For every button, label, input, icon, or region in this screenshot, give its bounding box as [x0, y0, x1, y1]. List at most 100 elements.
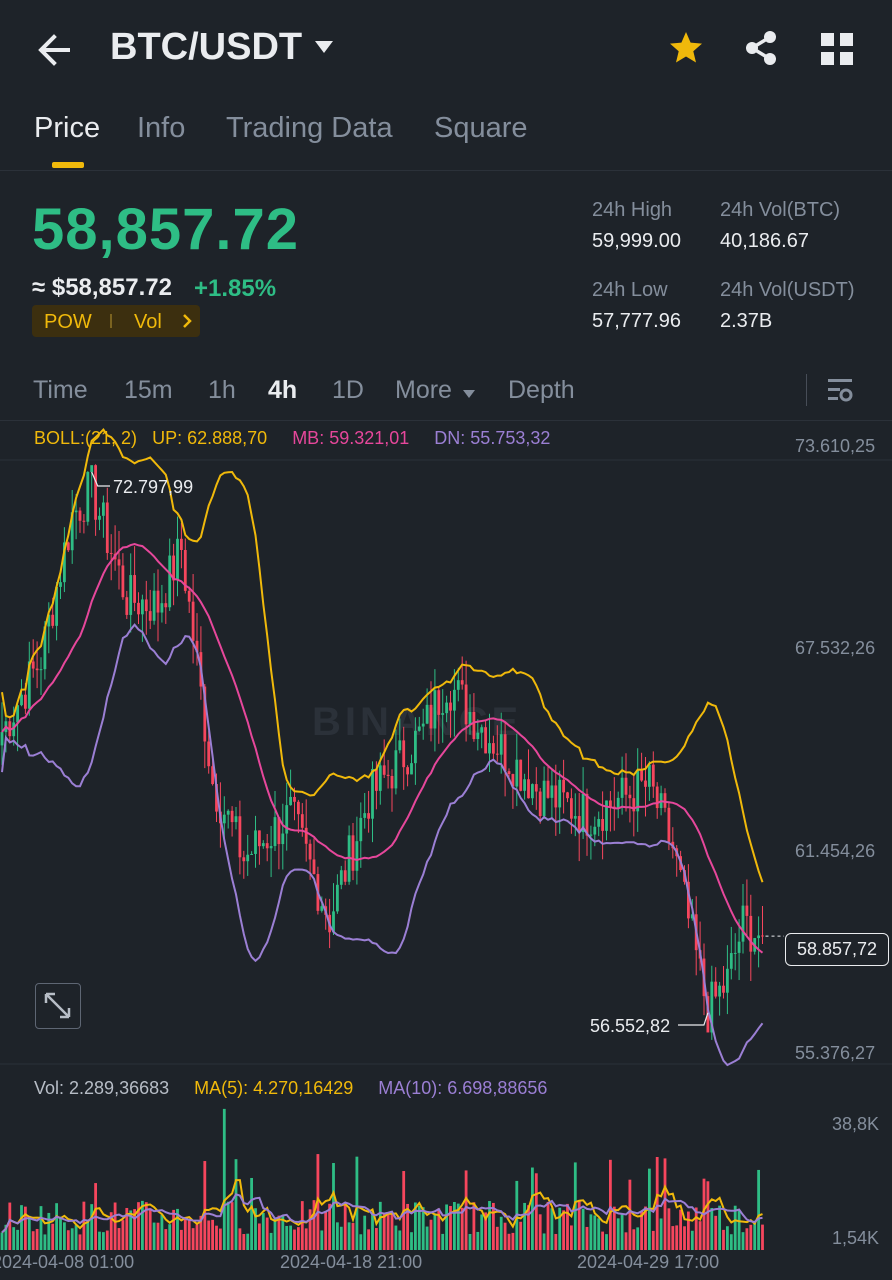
candle-up [20, 694, 23, 706]
volume-bar [745, 1228, 749, 1250]
price-change-percent: +1.85% [194, 275, 277, 302]
candle-up [12, 722, 16, 737]
volume-bar [601, 1231, 604, 1250]
candle-down [121, 565, 125, 598]
stat-vol-base-value: 40,186.67 [720, 230, 809, 252]
candle-up [456, 680, 460, 690]
caret-down-icon[interactable] [462, 386, 476, 398]
tab-info[interactable]: Info [137, 112, 186, 144]
volume-bar [35, 1228, 39, 1250]
tab-square[interactable]: Square [434, 112, 528, 144]
share-icon [746, 31, 776, 65]
chevron-right-icon[interactable] [182, 314, 192, 328]
candle-down [164, 603, 168, 608]
boll-up-line [1, 428, 764, 883]
tag-bar[interactable] [32, 305, 200, 337]
volume-bar [729, 1234, 733, 1250]
volume-bar [616, 1218, 620, 1250]
candles [0, 464, 764, 1040]
tag-pow[interactable]: POW [44, 311, 92, 333]
volume-bar [726, 1226, 729, 1250]
caret-down-icon[interactable] [314, 40, 334, 54]
star-icon [670, 32, 702, 63]
tab-price[interactable]: Price [34, 112, 101, 144]
candle-down [722, 985, 725, 993]
y-tick: 73.610,25 [795, 436, 876, 456]
candle-down [343, 870, 347, 882]
candle-down [51, 614, 55, 626]
volume-bar [687, 1211, 690, 1250]
volume-bar [269, 1232, 273, 1250]
fullscreen-button[interactable] [35, 983, 81, 1029]
stat-high-label: 24h High [592, 199, 673, 221]
chart-settings-button[interactable] [826, 376, 854, 404]
volume-bar [43, 1234, 47, 1250]
volume-bar [258, 1223, 261, 1250]
volume-bar [215, 1225, 218, 1250]
candle-down [211, 766, 214, 785]
candle-up [336, 884, 339, 912]
volume-bar [70, 1228, 74, 1250]
volume-bar [659, 1218, 663, 1250]
volume-legend: Vol: 2.289,36683 MA(5): 4.270,16429 MA(1… [34, 1078, 547, 1099]
candle-down [297, 801, 300, 815]
pair-title[interactable]: BTC/USDT [110, 26, 303, 68]
candle-up [160, 603, 164, 613]
volume-bar [308, 1209, 312, 1250]
candle-down [187, 590, 191, 602]
candle-down [277, 817, 281, 845]
volume-bar [488, 1201, 491, 1250]
interval-15m[interactable]: 15m [124, 376, 173, 404]
volume-bar [12, 1227, 16, 1250]
candle-up [355, 841, 359, 871]
volume-bar [86, 1220, 90, 1250]
volume-bar [289, 1225, 292, 1250]
volume-bar [453, 1201, 456, 1250]
candle-down [472, 711, 476, 740]
candle-up [55, 586, 58, 626]
candle-down [183, 550, 187, 591]
volume-bar [8, 1202, 12, 1250]
volume-bar [480, 1214, 484, 1250]
volume-bar [683, 1226, 686, 1250]
candle-up [410, 763, 413, 775]
candle-down [628, 794, 632, 799]
interval-depth[interactable]: Depth [508, 376, 575, 404]
interval-time[interactable]: Time [33, 376, 88, 404]
back-button[interactable] [34, 28, 74, 72]
candle-down [258, 830, 261, 847]
active-tab-indicator [52, 162, 84, 168]
candle-up [39, 669, 43, 671]
interval-1d[interactable]: 1D [332, 376, 364, 404]
share-button[interactable] [744, 30, 778, 66]
volume-bar [386, 1213, 390, 1250]
interval-more[interactable]: More [395, 376, 452, 404]
candle-down [105, 502, 109, 553]
volume-bar [59, 1216, 62, 1250]
volume-bar [671, 1226, 675, 1250]
volume-bar [468, 1233, 472, 1250]
candlestick-chart[interactable] [0, 421, 892, 1280]
tab-trading-data[interactable]: Trading Data [226, 112, 393, 144]
chart-settings-icon [828, 379, 853, 402]
candle-up [359, 817, 363, 842]
stat-low-value: 57,777.96 [592, 310, 681, 332]
volume-bar [230, 1202, 234, 1250]
favorite-button[interactable] [668, 30, 704, 66]
last-price-tag[interactable]: 58.857,72 [785, 933, 889, 966]
arrow-left-icon [38, 34, 70, 66]
candle-down [215, 784, 218, 812]
menu-button[interactable] [820, 32, 854, 66]
volume-bar [655, 1157, 659, 1250]
volume-bar [261, 1212, 265, 1250]
candle-up [542, 780, 546, 817]
candle-up [425, 704, 429, 724]
candle-up [254, 830, 257, 854]
candle-down [554, 785, 558, 808]
candle-down [207, 741, 211, 767]
volume-bar [117, 1228, 121, 1250]
interval-4h[interactable]: 4h [268, 376, 298, 404]
tag-vol[interactable]: Vol [134, 311, 162, 333]
volume-bar [663, 1158, 667, 1250]
interval-1h[interactable]: 1h [208, 376, 236, 404]
